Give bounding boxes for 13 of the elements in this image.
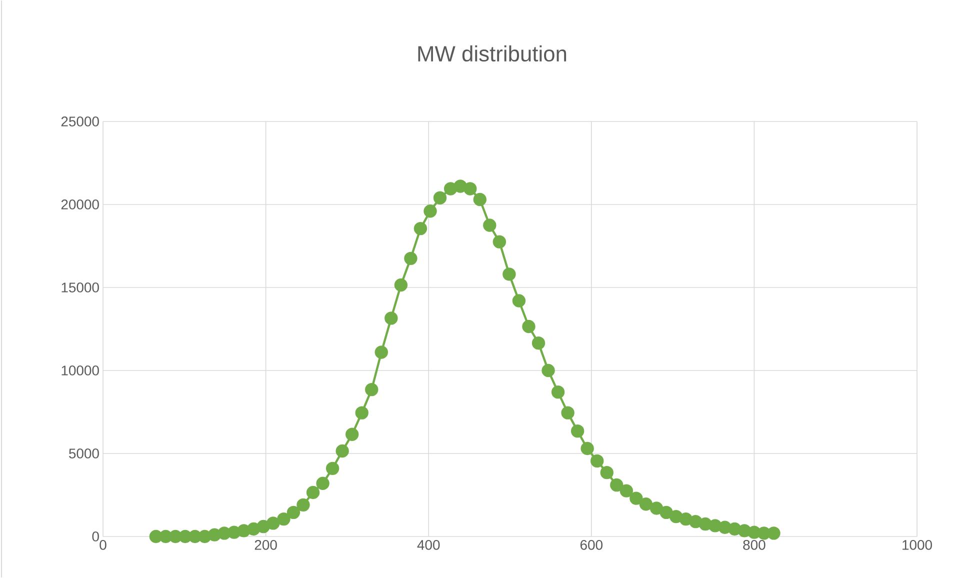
chart-title: MW distribution [418, 45, 566, 62]
x-tick-label: 400 [417, 540, 440, 550]
x-tick-label: 600 [580, 540, 603, 550]
y-tick-label: 15000 [62, 282, 99, 292]
y-tick-label: 20000 [61, 200, 99, 210]
y-tick-label: 25000 [61, 116, 99, 126]
x-tick-label: 0 [100, 540, 106, 550]
x-tick-label: 1000 [902, 540, 932, 550]
y-tick-label: 0 [92, 532, 99, 542]
y-tick-label: 5000 [69, 448, 99, 458]
x-tick-label: 200 [254, 540, 277, 550]
x-tick-label: 800 [743, 540, 766, 550]
y-tick-label: 10000 [62, 366, 99, 376]
